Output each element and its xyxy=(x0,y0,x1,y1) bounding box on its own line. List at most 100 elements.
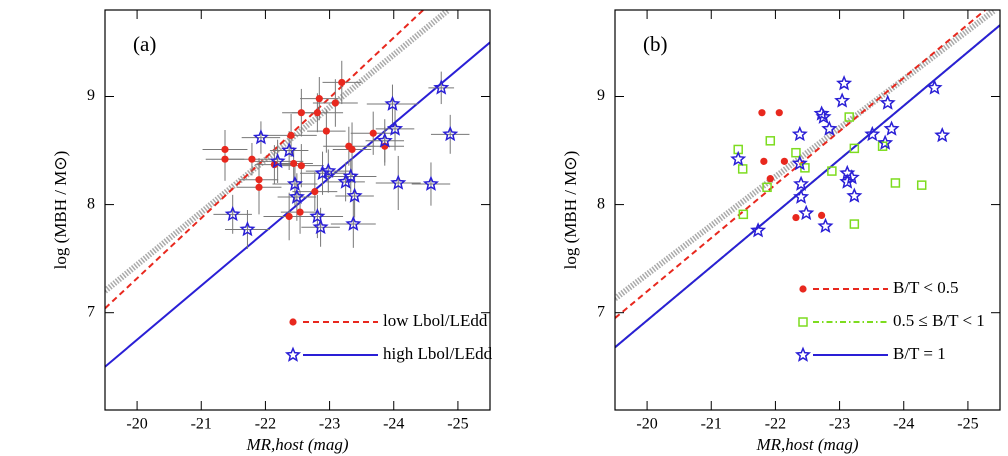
point xyxy=(844,112,854,122)
panel: 7 8 9 -20 -21 -22 -23 -24 -25 B/T < 0.5 0.5 ≤ B/T … xyxy=(561,9,1001,454)
point xyxy=(730,150,747,167)
point xyxy=(765,136,776,146)
point xyxy=(879,94,896,110)
point xyxy=(442,125,459,142)
point xyxy=(821,120,838,136)
point xyxy=(849,219,860,229)
point xyxy=(281,142,298,158)
point xyxy=(390,174,407,190)
x-tick-label: -25 xyxy=(957,416,978,433)
point xyxy=(313,109,321,117)
plot-frame xyxy=(614,9,1001,411)
x-tick-label: -21 xyxy=(701,416,722,433)
point xyxy=(288,188,305,204)
point xyxy=(239,221,256,237)
point xyxy=(890,178,901,188)
point xyxy=(791,155,808,171)
x-tick-label: -24 xyxy=(383,416,404,433)
point xyxy=(224,205,241,222)
x-tick-label: -21 xyxy=(191,416,212,433)
point xyxy=(221,155,229,163)
y-axis-label: log (MBH / M⊙) xyxy=(561,151,580,270)
x-tick-label: -24 xyxy=(893,416,914,433)
point xyxy=(342,168,359,184)
point xyxy=(760,157,768,165)
point xyxy=(792,213,800,222)
point xyxy=(934,126,951,143)
point xyxy=(422,175,440,191)
point xyxy=(348,145,356,154)
plot-frame xyxy=(104,9,491,411)
point xyxy=(791,125,808,142)
x-tick-label: -23 xyxy=(829,416,850,433)
point xyxy=(221,145,229,154)
point xyxy=(322,127,330,135)
x-tick-label: -20 xyxy=(126,416,147,433)
point xyxy=(290,159,298,168)
point xyxy=(815,108,832,124)
point xyxy=(793,188,810,204)
y-tick-label: 9 xyxy=(597,87,605,104)
point xyxy=(286,175,303,191)
point xyxy=(296,208,304,216)
legend-marker xyxy=(289,318,297,326)
x-axis-label: MR,host (mag) xyxy=(246,435,349,454)
y-tick-label: 7 xyxy=(597,303,605,320)
point xyxy=(309,208,326,224)
x-tick-label: -20 xyxy=(636,416,657,433)
point xyxy=(338,78,346,87)
point xyxy=(738,209,749,220)
x-tick-label: -22 xyxy=(255,416,276,433)
point xyxy=(285,212,293,221)
legend-marker xyxy=(794,346,812,362)
point xyxy=(376,132,393,148)
point xyxy=(433,79,450,95)
point xyxy=(384,95,401,111)
legend-marker xyxy=(799,285,807,293)
point xyxy=(849,143,860,154)
point xyxy=(839,164,856,181)
y-tick-label: 8 xyxy=(87,195,95,212)
point xyxy=(369,129,377,137)
point xyxy=(827,166,837,176)
fit-line xyxy=(615,10,986,319)
point xyxy=(813,105,830,121)
point xyxy=(269,152,286,169)
point xyxy=(331,99,339,107)
y-axis-label: log (MBH / M⊙) xyxy=(51,151,70,270)
point xyxy=(798,204,815,221)
panel-label: (b) xyxy=(643,32,668,56)
reference-line xyxy=(105,10,451,294)
x-axis-label: MR,host (mag) xyxy=(756,435,859,454)
point xyxy=(818,211,826,220)
point xyxy=(287,131,295,140)
point xyxy=(297,109,305,117)
point xyxy=(314,164,331,181)
point xyxy=(817,217,834,234)
point xyxy=(346,187,363,203)
point xyxy=(737,164,748,174)
point xyxy=(758,109,766,117)
point xyxy=(916,180,927,190)
point xyxy=(766,175,774,183)
point xyxy=(877,134,894,150)
point xyxy=(750,222,767,238)
reference-line xyxy=(615,10,997,302)
fit-line xyxy=(615,24,1000,349)
y-tick-label: 8 xyxy=(597,195,605,212)
point xyxy=(311,188,319,196)
point xyxy=(780,157,789,165)
point xyxy=(315,95,323,103)
legend-label: high Lbol/LEdd xyxy=(383,344,493,363)
x-tick-label: -23 xyxy=(319,416,340,433)
panel-label: (a) xyxy=(133,32,156,56)
point xyxy=(386,120,404,136)
point xyxy=(255,183,263,191)
point xyxy=(834,92,851,108)
point xyxy=(864,125,881,142)
legend-label: low Lbol/LEdd xyxy=(383,311,488,330)
point xyxy=(252,129,269,145)
point xyxy=(836,75,853,91)
legend-marker xyxy=(798,317,808,327)
panel: 7 8 9 -20 -21 -22 -23 -24 -25 low Lbol/LEdd high L… xyxy=(51,9,493,454)
